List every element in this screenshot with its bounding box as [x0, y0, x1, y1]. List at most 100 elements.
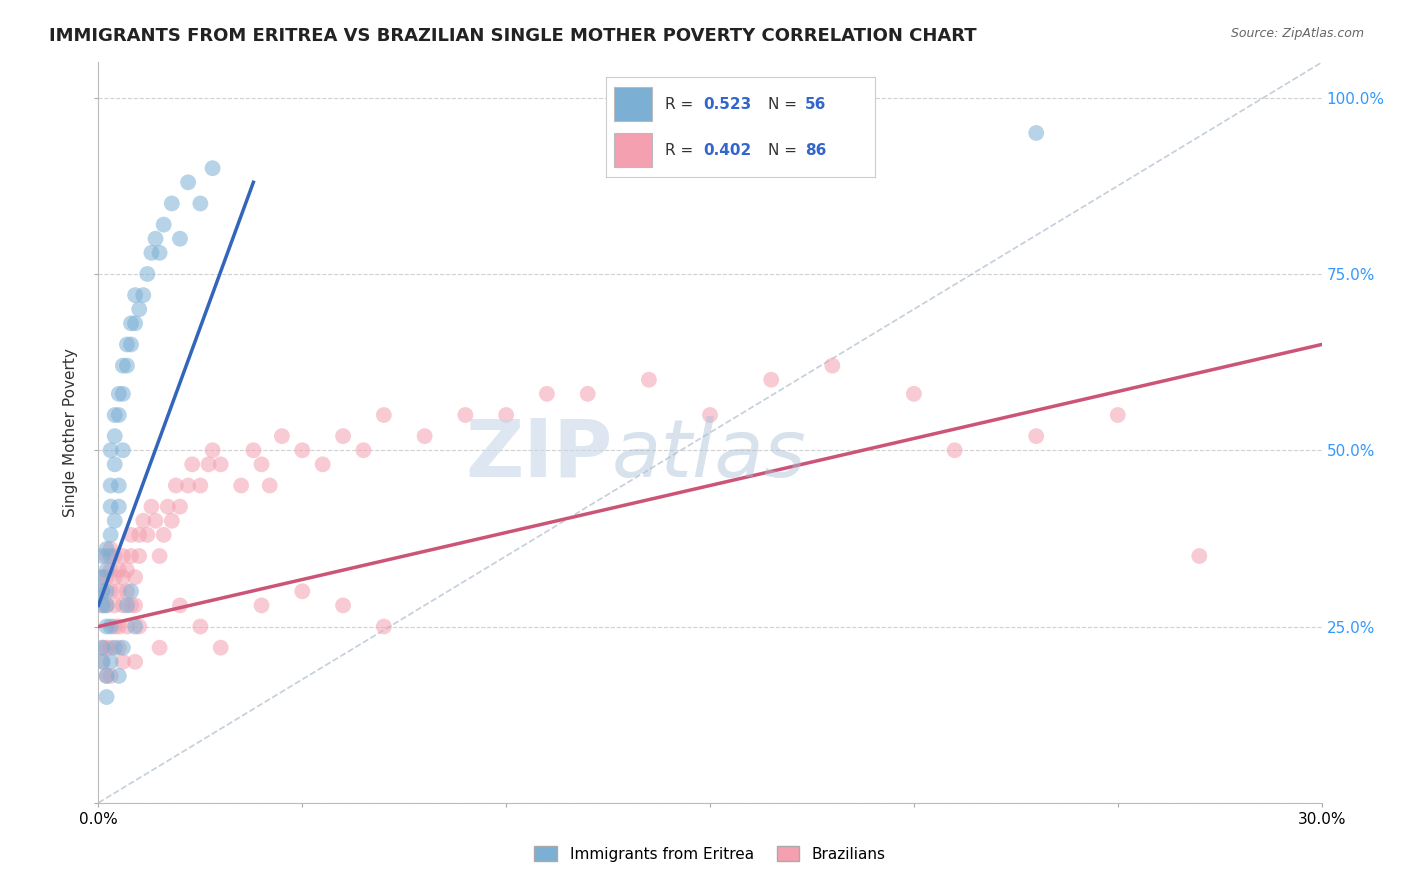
Point: [259, 478, 281, 492]
Point: [115, 619, 138, 633]
Point: [152, 528, 174, 542]
Point: [124, 655, 146, 669]
Point: [413, 429, 436, 443]
Point: [373, 619, 395, 633]
Point: [156, 500, 179, 514]
Point: [332, 429, 354, 443]
Point: [332, 599, 354, 613]
Point: [100, 619, 122, 633]
Point: [100, 640, 122, 655]
Point: [454, 408, 477, 422]
Point: [128, 302, 150, 317]
Point: [100, 549, 122, 563]
Point: [96, 563, 118, 577]
Point: [188, 619, 212, 633]
Point: [96, 669, 118, 683]
Y-axis label: Single Mother Poverty: Single Mother Poverty: [63, 348, 79, 517]
Point: [115, 584, 138, 599]
Point: [169, 599, 191, 613]
Point: [91, 599, 114, 613]
Point: [120, 584, 142, 599]
Point: [91, 584, 114, 599]
Point: [104, 640, 127, 655]
Point: [96, 640, 118, 655]
Point: [108, 500, 131, 514]
Point: [132, 288, 155, 302]
Point: [96, 549, 118, 563]
Point: [149, 640, 172, 655]
Point: [152, 218, 174, 232]
Point: [108, 584, 131, 599]
Point: [115, 599, 138, 613]
Point: [100, 478, 122, 492]
Point: [115, 359, 138, 373]
Point: [96, 570, 118, 584]
Text: ZIP: ZIP: [465, 416, 612, 494]
Point: [128, 528, 150, 542]
Point: [104, 570, 127, 584]
Point: [201, 443, 224, 458]
Point: [141, 500, 163, 514]
Point: [576, 387, 599, 401]
Point: [128, 549, 150, 563]
Point: [104, 514, 127, 528]
Point: [91, 640, 114, 655]
Point: [124, 316, 146, 330]
Point: [1025, 429, 1047, 443]
Point: [145, 514, 167, 528]
Point: [108, 563, 131, 577]
Point: [181, 458, 204, 472]
Point: [120, 316, 142, 330]
Point: [495, 408, 517, 422]
Point: [111, 443, 134, 458]
Point: [108, 478, 131, 492]
Point: [120, 337, 142, 351]
Point: [177, 478, 200, 492]
Point: [250, 599, 273, 613]
Point: [111, 359, 134, 373]
Point: [169, 232, 191, 246]
Point: [91, 655, 114, 669]
Point: [761, 373, 783, 387]
Point: [96, 690, 118, 704]
Text: IMMIGRANTS FROM ERITREA VS BRAZILIAN SINGLE MOTHER POVERTY CORRELATION CHART: IMMIGRANTS FROM ERITREA VS BRAZILIAN SIN…: [49, 27, 977, 45]
Point: [149, 549, 172, 563]
Point: [96, 541, 118, 556]
Point: [136, 528, 159, 542]
Point: [169, 500, 191, 514]
Point: [291, 584, 314, 599]
Point: [124, 619, 146, 633]
Point: [108, 619, 131, 633]
Point: [104, 549, 127, 563]
Point: [637, 373, 661, 387]
Point: [100, 500, 122, 514]
Point: [108, 387, 131, 401]
Point: [104, 458, 127, 472]
Point: [1107, 408, 1129, 422]
Point: [188, 196, 212, 211]
Point: [91, 599, 114, 613]
Point: [201, 161, 224, 176]
Point: [312, 458, 335, 472]
Point: [124, 288, 146, 302]
Point: [111, 570, 134, 584]
Point: [91, 584, 114, 599]
Point: [96, 584, 118, 599]
Point: [270, 429, 294, 443]
Point: [100, 584, 122, 599]
Point: [231, 478, 253, 492]
Point: [120, 599, 142, 613]
Point: [177, 175, 200, 189]
Point: [136, 267, 159, 281]
Point: [821, 359, 844, 373]
Point: [1188, 549, 1211, 563]
Point: [100, 541, 122, 556]
Point: [111, 599, 134, 613]
Point: [141, 245, 163, 260]
Point: [91, 570, 114, 584]
Point: [145, 232, 167, 246]
Point: [104, 408, 127, 422]
Point: [165, 478, 187, 492]
Point: [352, 443, 374, 458]
Point: [209, 640, 232, 655]
